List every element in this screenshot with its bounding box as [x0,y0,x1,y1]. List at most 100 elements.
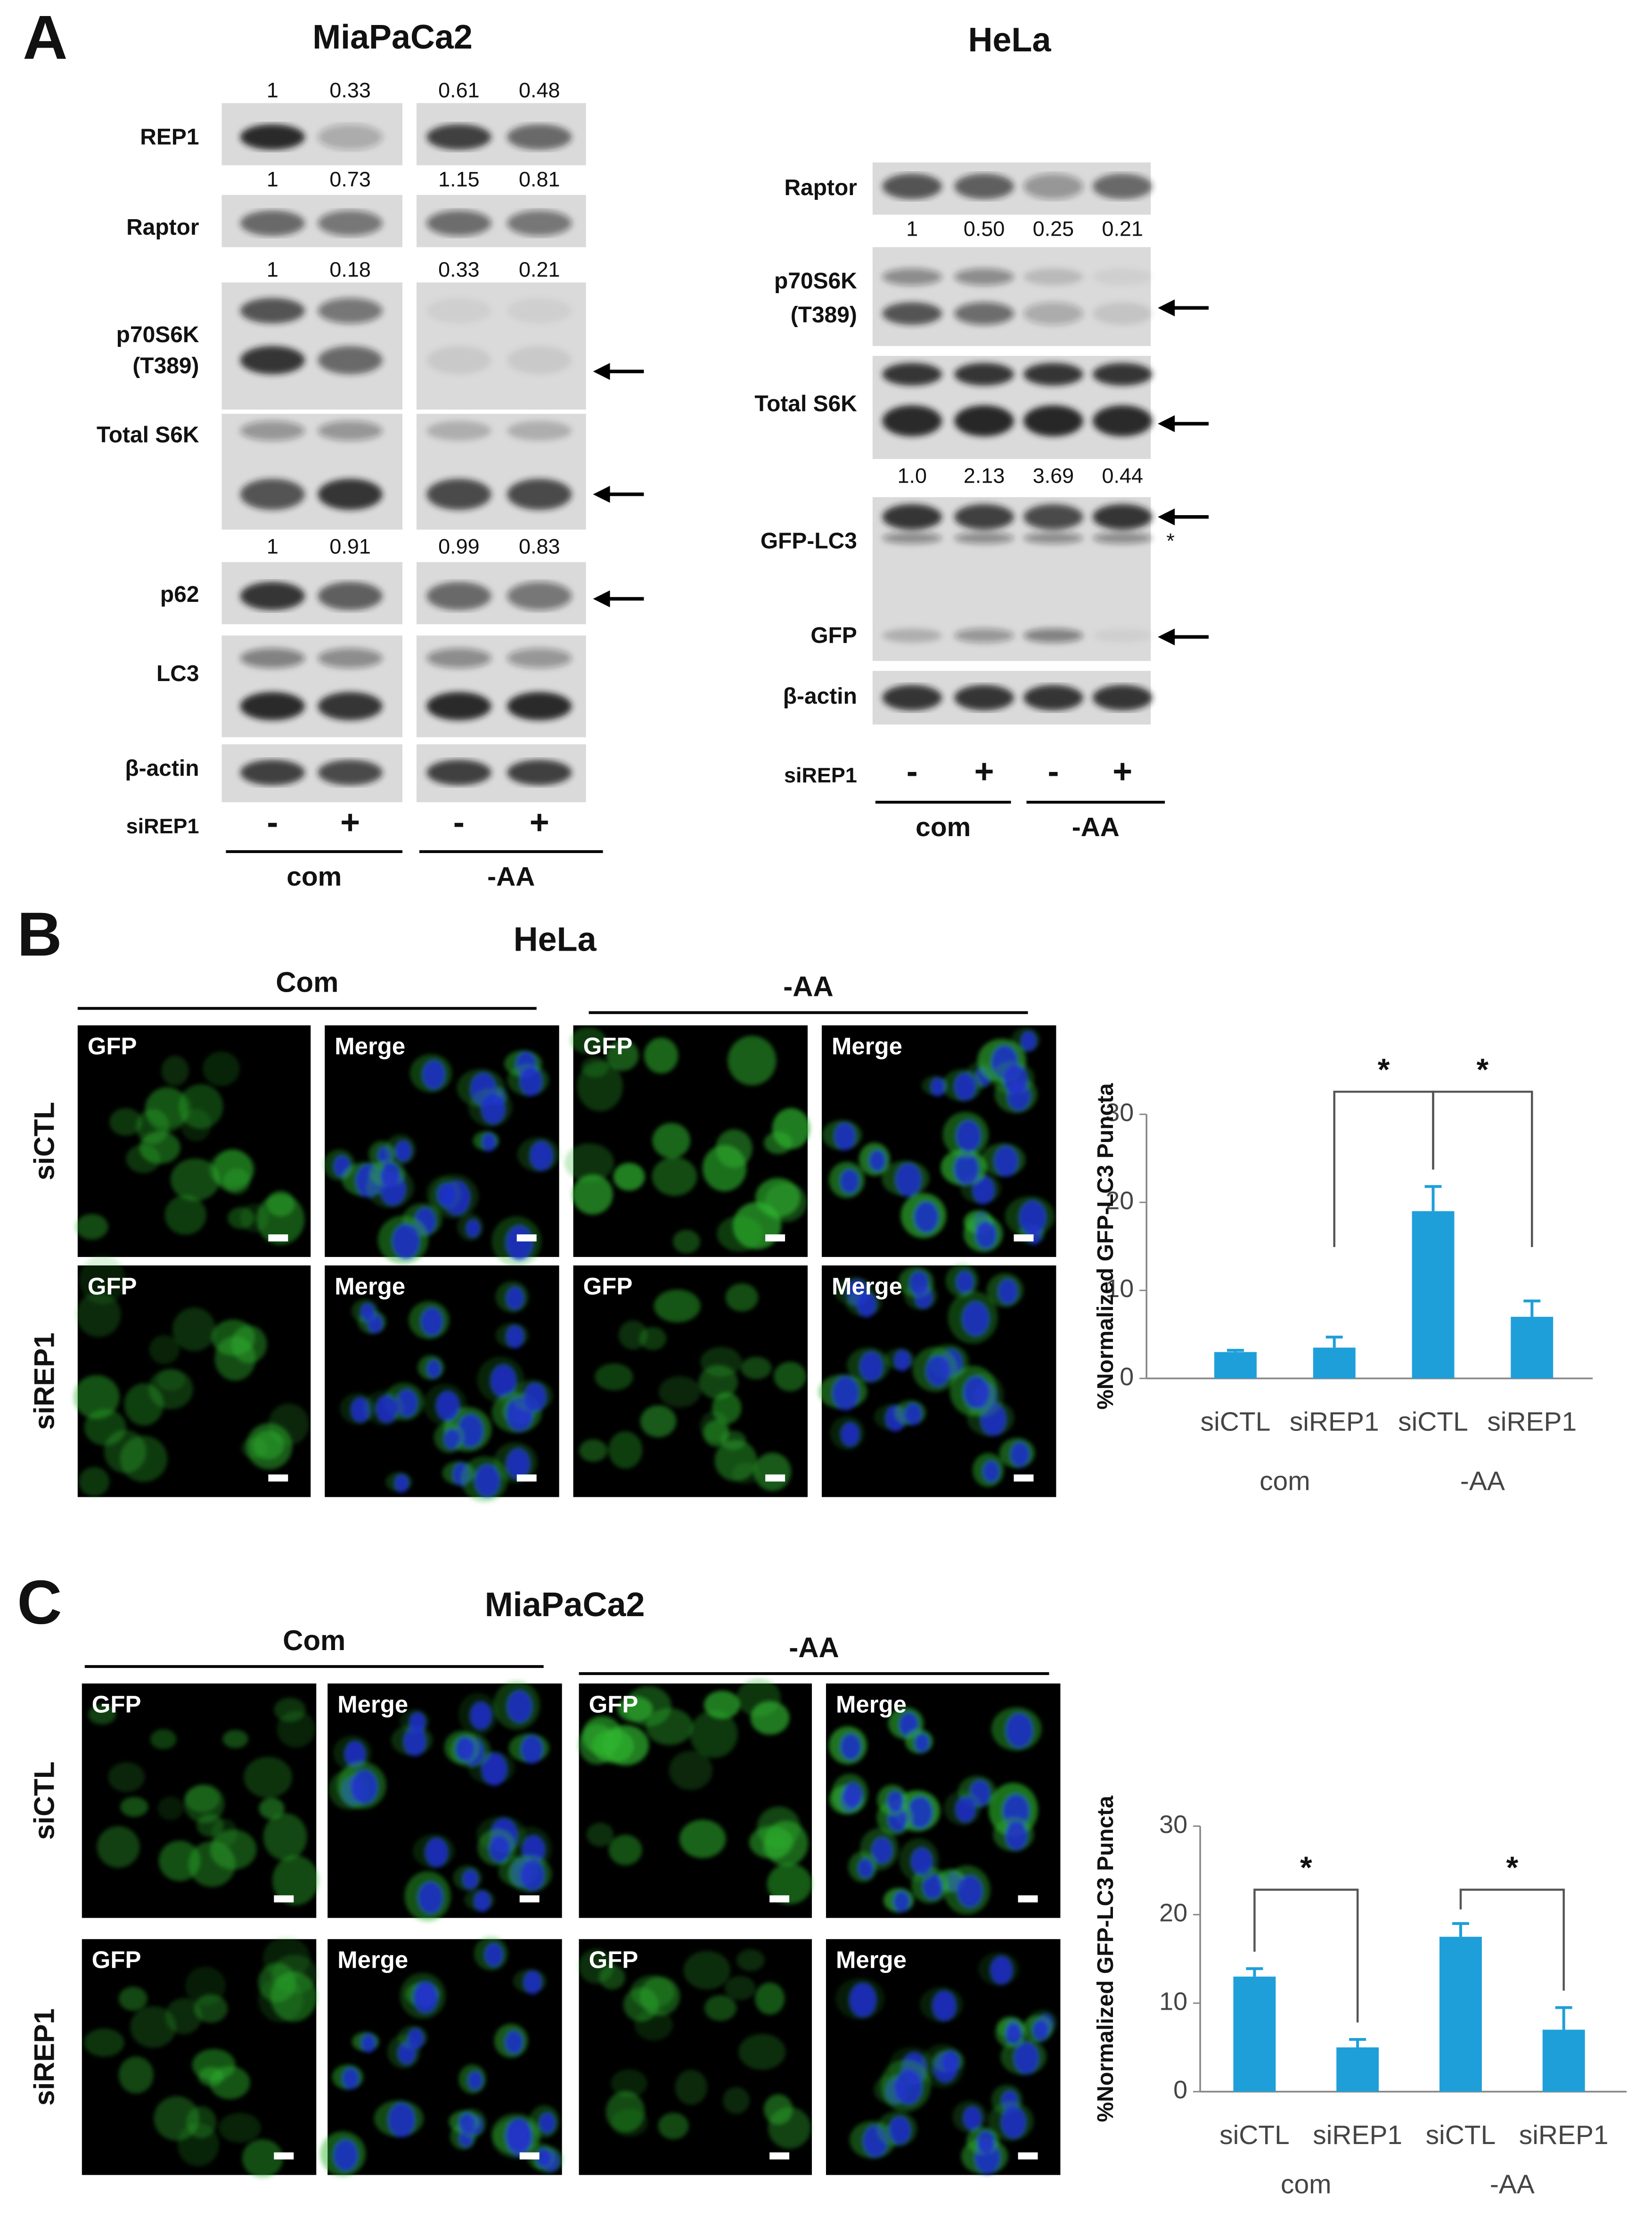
cells [88,1697,319,1906]
cell [608,1834,642,1865]
cell [184,1784,225,1823]
cells [75,1051,305,1245]
nucleus [506,1286,524,1310]
band [882,405,942,436]
image-label: GFP [92,1691,141,1717]
nucleus [539,2112,556,2134]
band [1092,685,1153,711]
y-tick-label: 30 [1105,1099,1134,1127]
cells [328,1681,552,1922]
arrow-head [593,485,610,503]
band [318,478,383,510]
cells [323,1050,560,1266]
blot-bands [882,268,1153,325]
group-label: -AA [1490,2169,1535,2200]
nucleus [849,1982,877,2018]
band [882,685,942,711]
nucleus [394,1474,409,1493]
quant-label: 0.33 [329,78,370,102]
cell [700,1347,742,1377]
nucleus [1005,1821,1028,1850]
band [954,173,1014,199]
band [954,302,1014,325]
row-label: siCTL [29,1102,60,1180]
nucleus [455,1736,475,1761]
scale-bar [268,1234,288,1241]
sign: - [453,804,465,841]
nucleus [922,1873,943,1900]
band [882,268,942,286]
cell [79,1255,126,1305]
panel-letter: C [17,1568,62,1637]
nucleus [490,1364,517,1398]
cells [828,1707,1042,1915]
cell [652,1157,697,1196]
image-label: GFP [92,1947,141,1973]
cell [658,1376,701,1408]
treatment-label: siREP1 [784,763,857,787]
band [426,478,491,510]
band [507,420,572,441]
band [1023,405,1083,436]
panel-title: HeLa [514,921,597,959]
cell [704,1691,740,1719]
nucleus [403,1727,426,1756]
nucleus [360,2033,376,2053]
nucleus [841,1422,860,1447]
scale-bar [519,2152,540,2160]
bar [1214,1352,1257,1379]
image-label: Merge [836,1691,907,1717]
nucleus [458,2112,475,2134]
nucleus [507,1690,532,1723]
nucleus [857,1292,877,1317]
blot-label: Raptor [126,215,199,240]
band [1023,504,1083,530]
band [954,405,1014,436]
significance-bracket [1432,1091,1533,1247]
cells [578,1949,811,2149]
cells [320,1936,563,2177]
blot-bands [882,363,1153,436]
nucleus [894,1349,911,1371]
nucleus [963,2106,982,2130]
cell [611,2069,647,2098]
nucleus [351,1769,378,1804]
cell [564,1143,614,1182]
cells [340,1281,553,1502]
blot-label: LC3 [156,661,199,686]
cell [256,1194,305,1245]
nucleus [1005,2023,1022,2045]
sign: + [340,804,360,841]
arrow-head [1158,628,1175,646]
blot-label: β-actin [125,756,199,781]
cell [577,1061,623,1111]
band [954,268,1014,286]
band [507,648,572,668]
x-tick-label: siREP1 [1290,1407,1379,1437]
cells [564,1027,810,1254]
blot-label: (T389) [132,353,199,378]
image-label: GFP [88,1033,137,1060]
image-label: GFP [589,1691,638,1717]
group-label: -AA [783,970,834,1002]
nucleus [982,1460,1000,1483]
blot-title: HeLa [968,21,1052,59]
cell [725,1976,756,2000]
image-label: GFP [88,1273,137,1299]
nucleus [956,1270,974,1294]
band [318,582,383,610]
bar [1412,1211,1455,1379]
nucleus [840,1168,859,1194]
group-label: com [1259,1466,1310,1496]
blot-label: (T389) [791,303,857,328]
cell [157,1796,184,1820]
image-label: Merge [832,1033,902,1060]
cell [772,1108,810,1149]
cell [270,1972,317,2022]
nucleus [523,1971,542,1995]
cell [679,1819,726,1858]
band [507,124,572,150]
image-label: GFP [589,1947,638,1973]
blot-bands [882,504,1153,643]
nucleus [422,1060,446,1090]
